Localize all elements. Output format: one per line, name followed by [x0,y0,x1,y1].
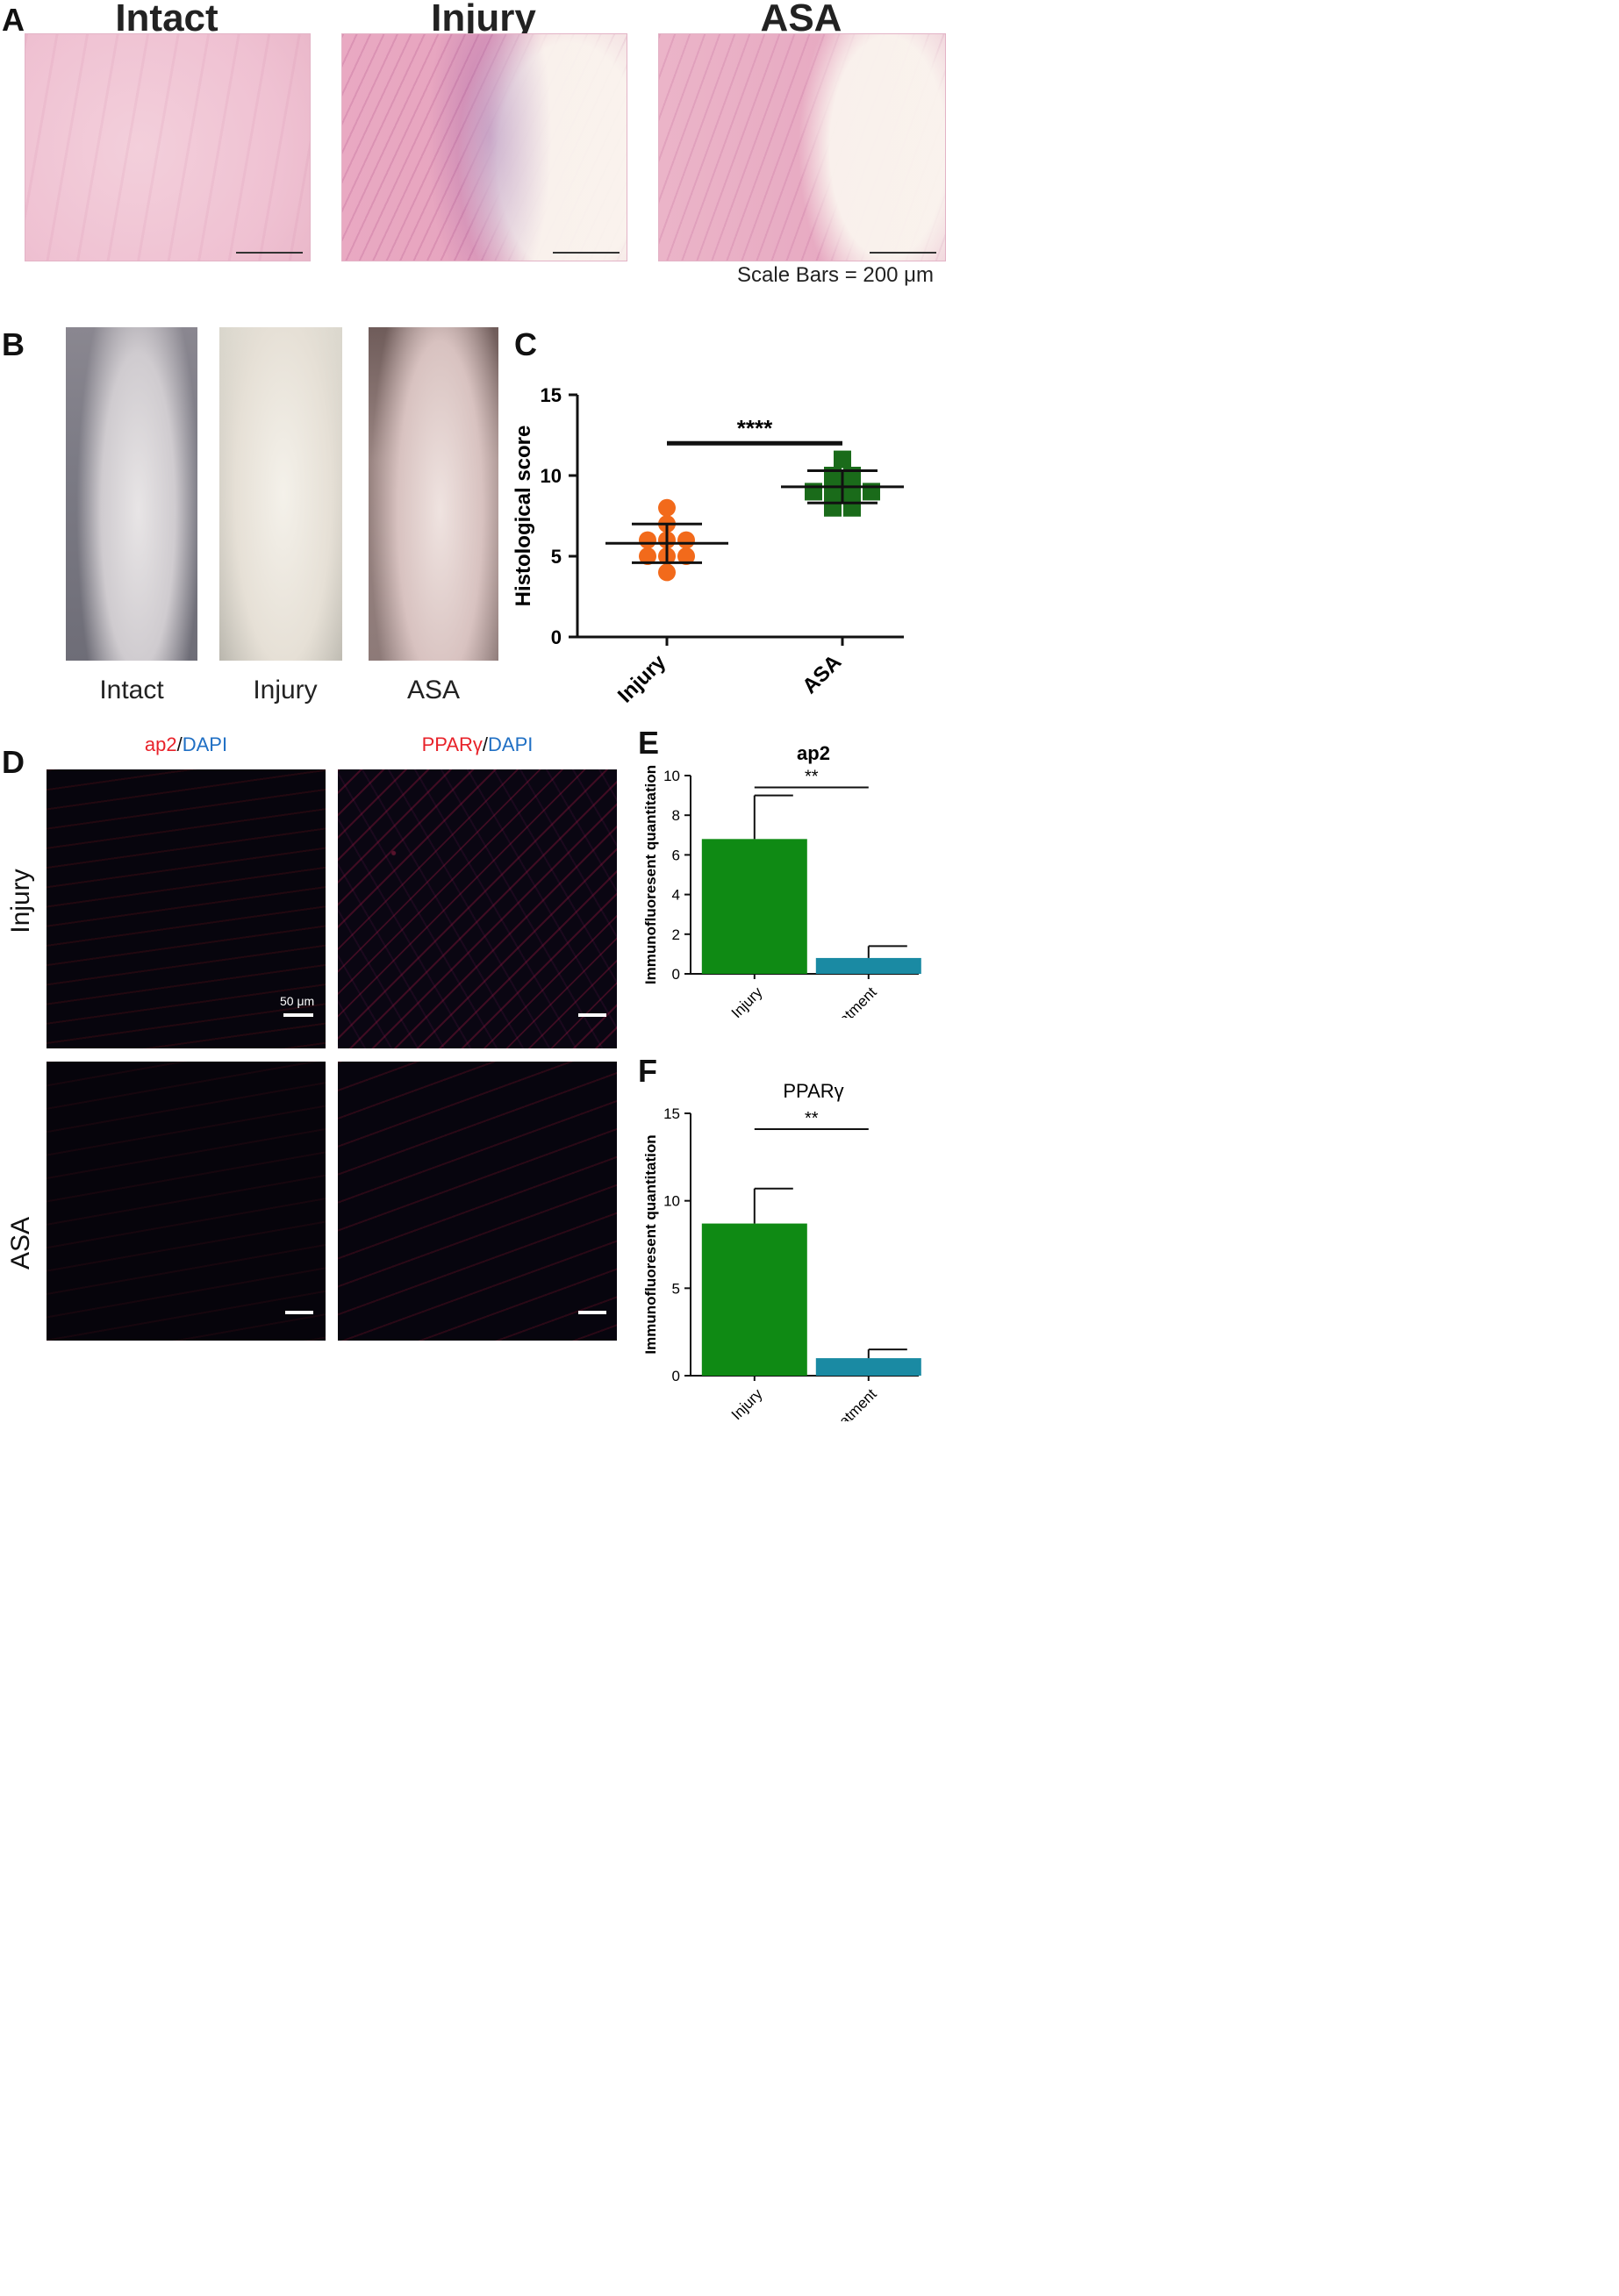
dapi-stain-label: DAPI [488,733,534,755]
x-tick-label: ASA treatment [800,983,880,1018]
tendon-photo-intact [66,327,197,661]
he-scale-bar [870,252,936,254]
row-label-injury: Injury [6,869,35,933]
he-scale-bar [236,252,303,254]
panel-a-title-intact: Intact [115,0,218,39]
significance-label: **** [737,415,773,441]
panel-label-a: A [2,2,25,38]
row-label-asa: ASA [6,1216,35,1270]
title-slash: / [482,733,489,755]
column-title-ap2-dapi: ap2/DAPI [47,733,326,756]
panel-label-e: E [638,725,660,761]
y-tick-label: 5 [672,1280,680,1297]
if-image-injury-ppary [338,769,617,1048]
significance-label: ** [805,768,819,787]
scale-bars-note: Scale Bars = 200 μm [737,263,934,287]
chart-title: PPARγ [783,1080,843,1102]
y-tick-label: 4 [672,887,680,904]
dapi-stain-label: DAPI [182,733,228,755]
y-tick-label: 10 [541,465,562,487]
panel-label-b: B [2,326,25,362]
x-tick-label: Injury [613,650,671,708]
column-title-ppary-dapi: PPARγ/DAPI [338,733,617,756]
he-image-asa [658,33,946,261]
y-tick-label: 15 [541,384,562,406]
data-point-injury [639,547,656,565]
histological-score-chart: 0 5 10 15 Injury ASA Histological score **** [512,384,904,708]
x-tick-label: ASA treatment [800,1385,880,1421]
bar-injury [701,839,807,974]
he-image-intact [25,33,311,261]
if-image-asa-ppary [338,1062,617,1341]
y-tick-label: 15 [663,1105,680,1122]
ppary-stain-label: PPARγ [421,733,483,755]
if-scale-bar [578,1013,606,1017]
if-scale-bar [578,1311,606,1314]
data-point-injury [639,531,656,549]
panel-label-f: F [638,1053,657,1089]
tendon-photo-injury [219,327,342,661]
if-scale-bar [283,1013,313,1017]
data-point-injury [658,563,676,582]
x-tick-label: Injury [728,983,766,1018]
y-axis-label: Immunofluoresent quantitation [642,765,659,984]
significance-label: ** [805,1109,819,1128]
x-tick-label: Injury [728,1385,766,1421]
bar-injury [701,1223,807,1376]
panel-a-title-asa: ASA [760,0,842,39]
if-scale-label: 50 μm [280,994,315,1008]
he-image-injury [341,33,627,261]
y-tick-label: 2 [672,926,680,943]
bar-asa-treatment [815,957,921,974]
bar-asa-treatment [815,1358,921,1376]
x-tick-label: ASA [798,650,846,698]
panel-label-c: C [514,326,537,362]
y-axis-label: Histological score [512,426,535,607]
y-axis-label: Immunofluoresent quantitation [642,1134,659,1354]
y-tick-label: 6 [672,847,680,863]
photo-caption-injury: Injury [253,676,318,705]
data-point-asa [834,450,851,468]
y-tick-label: 0 [672,1368,680,1384]
if-image-asa-ap2 [47,1062,326,1341]
if-image-injury-ap2: 50 μm [47,769,326,1048]
data-point-injury [658,498,676,517]
panel-a-title-injury: Injury [431,0,536,39]
panel-label-d: D [2,744,25,780]
tendon-photo-asa [369,327,498,661]
photo-caption-asa: ASA [406,676,461,705]
photo-caption-intact: Intact [99,676,164,705]
y-tick-label: 10 [663,768,680,784]
if-scale-bar [285,1311,313,1314]
data-point-injury [677,547,695,565]
data-point-injury [677,531,695,549]
ap2-stain-label: ap2 [144,733,177,755]
title-slash: / [176,733,183,755]
y-tick-label: 0 [551,626,562,648]
y-tick-label: 10 [663,1193,680,1210]
y-tick-label: 8 [672,807,680,824]
y-tick-label: 0 [672,966,680,983]
chart-title: ap2 [797,742,830,764]
he-scale-bar [553,252,620,254]
y-tick-label: 5 [551,546,562,568]
